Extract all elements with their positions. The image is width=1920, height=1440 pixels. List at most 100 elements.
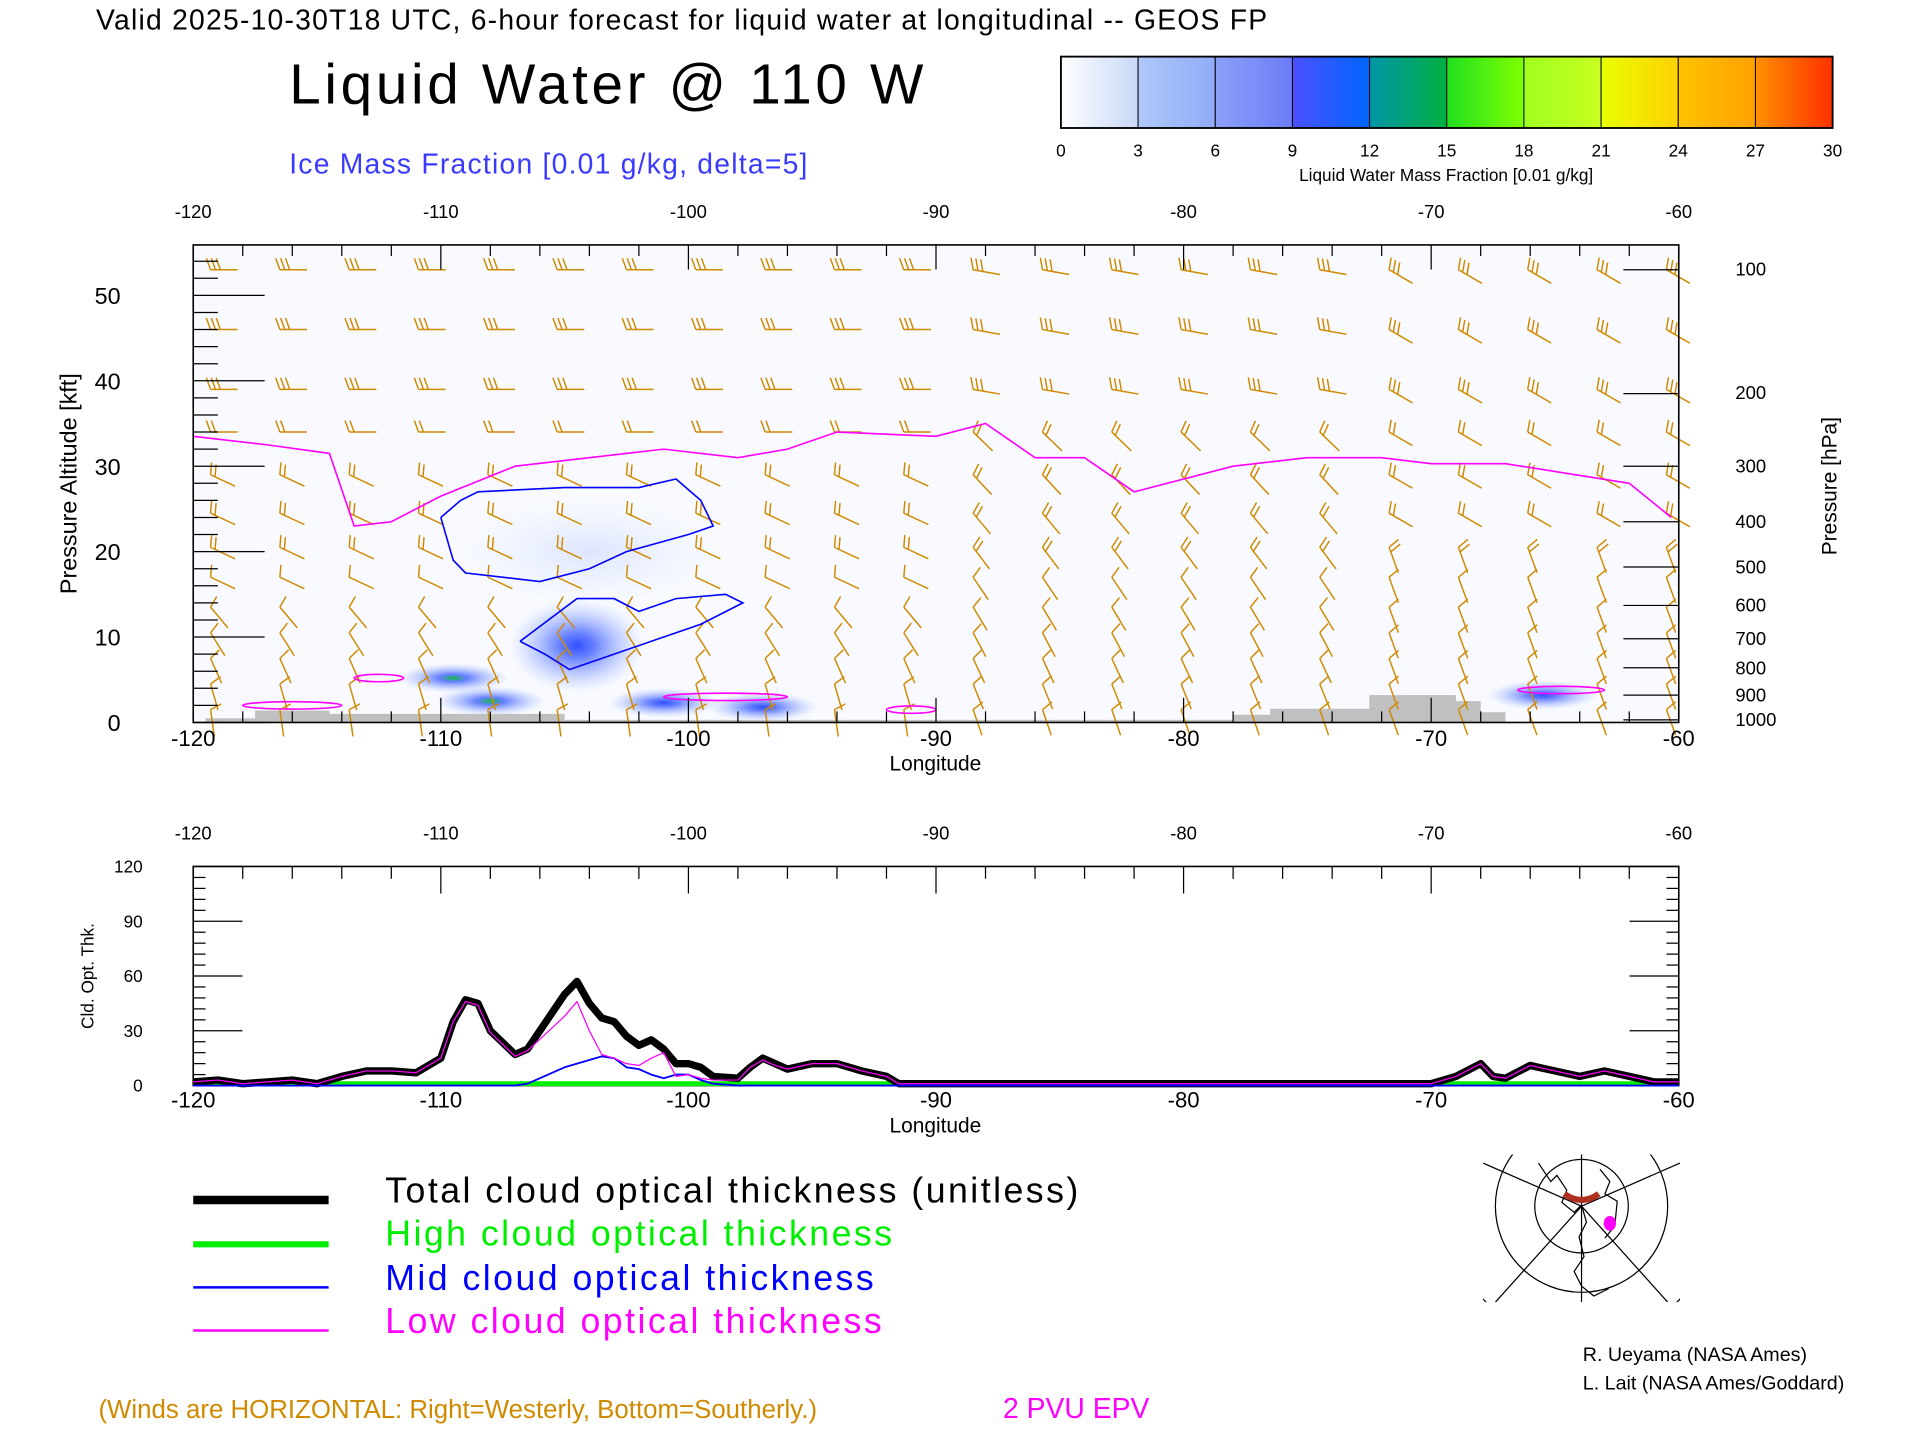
lower-x-tick-label: -70 <box>1415 1088 1447 1113</box>
y-tick-label: 0 <box>108 710 121 736</box>
wind-barb <box>1319 420 1340 452</box>
wind-barb <box>1316 257 1347 276</box>
wind-barb <box>1596 462 1621 489</box>
wind-barb <box>1041 463 1062 496</box>
wind-barb <box>1319 675 1331 710</box>
lower-top-x-tick-label: -100 <box>670 822 707 843</box>
epv-contour-low <box>241 700 343 710</box>
main-x-axis-label: Longitude <box>889 752 981 775</box>
wind-barb <box>972 536 991 570</box>
wind-barb <box>760 377 793 391</box>
wind-barb <box>1249 566 1267 601</box>
wind-barb <box>348 649 361 684</box>
wind-barb <box>695 535 721 560</box>
wind-barb <box>1180 502 1200 535</box>
wind-barb <box>1319 502 1338 535</box>
wind-barb <box>487 649 500 684</box>
wind-barb <box>1596 568 1608 603</box>
wind-barb <box>1457 377 1483 404</box>
lower-y-tick-label: 60 <box>124 966 143 986</box>
wind-barb <box>1596 257 1621 284</box>
main-y2-axis-label: Pressure [hPa] <box>1818 417 1841 555</box>
wind-barb <box>556 462 583 487</box>
wind-barb <box>413 377 446 391</box>
terrain <box>205 695 1506 723</box>
ice-contour <box>440 478 715 583</box>
lower-top-x-tick-label: -110 <box>423 822 459 843</box>
wind-barb <box>625 649 639 684</box>
wind-barb <box>205 377 238 391</box>
wind-barb <box>621 420 654 433</box>
wind-barb <box>1388 257 1413 284</box>
legend-label-mid: Mid cloud optical thickness <box>385 1258 876 1298</box>
x-tick-label: -120 <box>171 726 215 751</box>
lower-x-tick-label: -100 <box>666 1088 710 1113</box>
wind-barb <box>1180 597 1196 631</box>
wind-barb <box>1039 257 1070 276</box>
wind-barb <box>1457 500 1483 528</box>
wind-barb <box>1111 623 1126 658</box>
wind-barb <box>1596 538 1609 574</box>
wind-barb <box>1180 649 1194 684</box>
plot-area <box>193 244 1679 723</box>
wind-barb <box>695 622 711 657</box>
lower-x-tick-label: -120 <box>171 1088 215 1113</box>
winds-note: (Winds are HORIZONTAL: Right=Westerly, B… <box>98 1396 817 1424</box>
wind-barb <box>417 596 437 629</box>
colorbar-tick-label: 18 <box>1514 140 1533 160</box>
wind-barb <box>1457 538 1470 574</box>
wind-barb <box>972 463 993 496</box>
wind-barb <box>1316 317 1347 335</box>
wind-barb <box>482 377 515 391</box>
page-title: Liquid Water @ 110 W <box>289 52 927 115</box>
wind-barb <box>903 500 929 526</box>
epv-label: 2 PVU EPV <box>1003 1392 1149 1424</box>
wind-barb <box>552 377 585 391</box>
pressure-tick-label: 400 <box>1735 511 1766 532</box>
colorbar-tick-label: 21 <box>1592 140 1611 160</box>
wind-barb <box>344 317 377 331</box>
wind-barb <box>1249 502 1269 535</box>
lower-y-tick-label: 90 <box>124 911 143 931</box>
wind-barb <box>556 564 583 590</box>
wind-barb <box>274 317 307 331</box>
wind-barb <box>1249 623 1264 658</box>
wind-barb <box>417 649 431 684</box>
wind-barb <box>1527 462 1552 489</box>
ice-contour <box>519 593 745 671</box>
wind-barb <box>970 377 1000 395</box>
wind-barb <box>625 500 652 526</box>
wind-barb <box>1111 566 1128 601</box>
wind-barb <box>1388 624 1400 659</box>
wind-barb <box>621 257 654 271</box>
wind-barb <box>279 500 305 526</box>
credit-lait: L. Lait (NASA Ames/Goddard) <box>1583 1373 1845 1395</box>
wind-barb <box>344 257 377 271</box>
wind-barb <box>695 500 721 526</box>
wind-barb <box>1388 675 1400 710</box>
wind-barb <box>1111 420 1132 452</box>
wind-barb <box>833 622 850 657</box>
wind-barb <box>279 462 305 487</box>
wind-barb <box>972 649 986 684</box>
epv-contour-low <box>353 673 405 683</box>
wind-barb <box>690 317 723 331</box>
colorbar-segment <box>1523 56 1602 129</box>
wind-barb <box>413 317 446 331</box>
wind-barb <box>621 317 654 331</box>
wind-barb <box>1180 623 1195 658</box>
wind-barb <box>1527 500 1552 528</box>
lower-y-tick-label: 120 <box>114 857 143 877</box>
wind-barb <box>1319 536 1337 570</box>
valid-time-line: Valid 2025-10-30T18 UTC, 6-hour forecast… <box>96 4 1268 36</box>
colorbar: 0 3 6 9 12 15 18 21 24 27 30 <box>1056 55 1842 160</box>
wind-barb <box>1180 420 1202 452</box>
wind-barb <box>417 564 444 590</box>
wind-barb <box>1457 257 1483 284</box>
wind-barb <box>970 317 1000 335</box>
wind-barb <box>209 500 236 526</box>
colorbar-segment <box>1291 56 1371 129</box>
wind-barb <box>1457 317 1483 344</box>
wind-barb <box>209 596 229 629</box>
wind-barb <box>279 596 298 629</box>
